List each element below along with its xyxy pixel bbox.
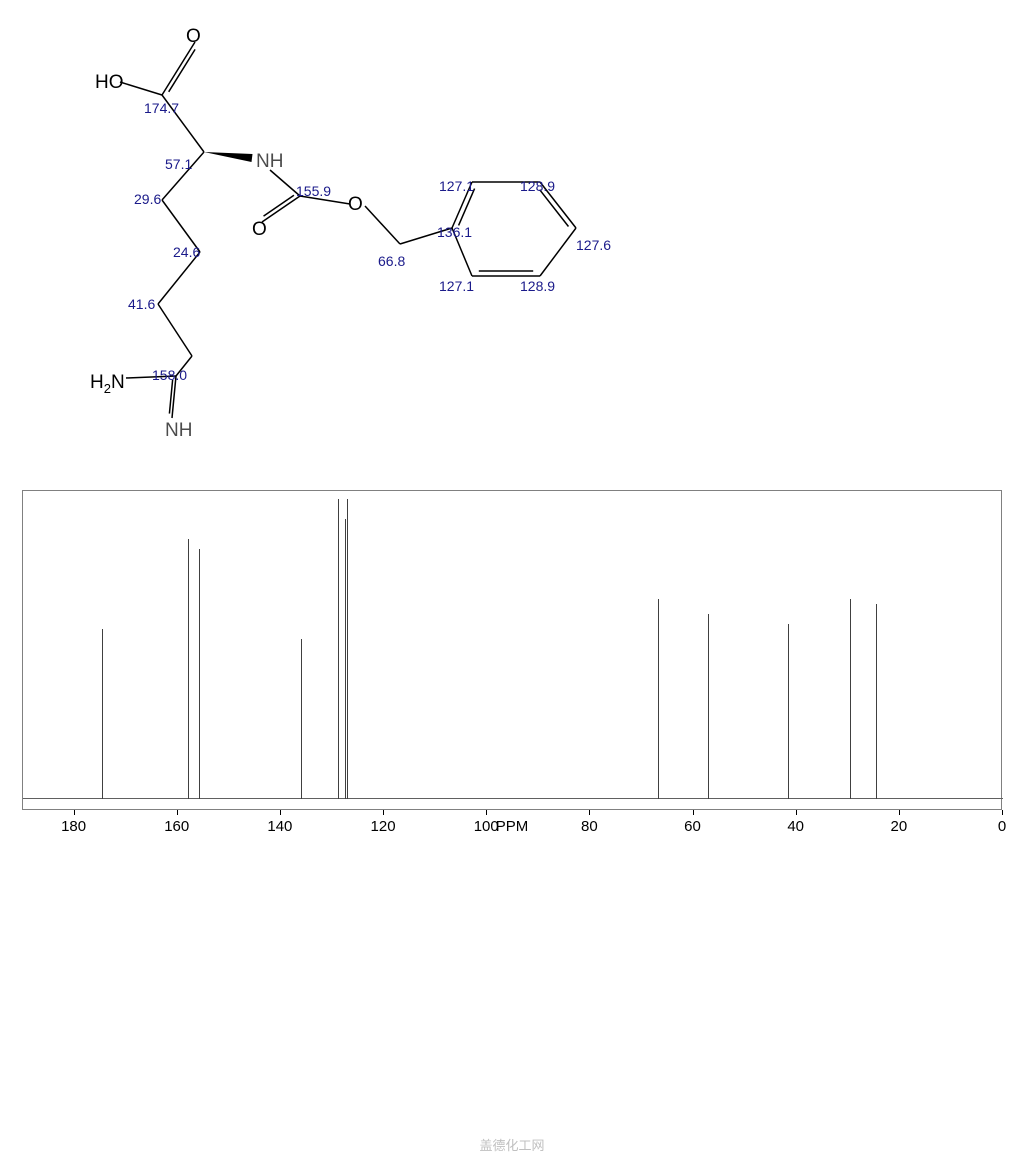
chemical-shift-label: 136.1	[437, 224, 472, 240]
nmr-spectrum: 180160140120100806040200 盖德化工网 PPM	[22, 490, 1002, 850]
x-tick-label: 80	[581, 818, 598, 835]
x-tick	[74, 810, 75, 815]
chemical-shift-label: 158.0	[152, 367, 187, 383]
x-tick	[796, 810, 797, 815]
nmr-peak	[850, 599, 851, 799]
nmr-peak	[301, 639, 302, 799]
nmr-peak	[338, 499, 339, 799]
nmr-peak	[345, 519, 346, 799]
x-axis-label: PPM	[496, 818, 529, 835]
chemical-shift-label: 41.6	[128, 296, 155, 312]
spectrum-baseline	[23, 798, 1003, 799]
x-tick-label: 160	[164, 818, 189, 835]
x-tick-label: 140	[267, 818, 292, 835]
chemical-shift-label: 127.6	[576, 237, 611, 253]
watermark-text: 盖德化工网	[479, 1135, 544, 1154]
x-tick	[693, 810, 694, 815]
atom-label: NH	[165, 420, 192, 442]
chemical-shift-label: 128.9	[520, 278, 555, 294]
atom-label: HO	[95, 72, 124, 94]
x-tick-label: 40	[787, 818, 804, 835]
chemical-shift-label: 57.1	[165, 156, 192, 172]
x-tick	[383, 810, 384, 815]
x-tick	[899, 810, 900, 815]
spectrum-plot-box	[22, 490, 1002, 810]
nmr-peak	[658, 599, 659, 799]
chemical-shift-label: 174.7	[144, 100, 179, 116]
x-tick	[589, 810, 590, 815]
x-tick-label: 120	[371, 818, 396, 835]
nmr-peak	[199, 549, 200, 799]
x-tick	[486, 810, 487, 815]
chemical-shift-label: 128.9	[520, 178, 555, 194]
chemical-shift-label: 24.6	[173, 244, 200, 260]
atom-label: NH	[256, 151, 283, 173]
x-tick-label: 60	[684, 818, 701, 835]
x-tick-label: 0	[998, 818, 1006, 835]
chemical-shift-label: 155.9	[296, 183, 331, 199]
x-tick	[280, 810, 281, 815]
nmr-peak	[708, 614, 709, 799]
nmr-peak	[788, 624, 789, 799]
x-axis: 180160140120100806040200 盖德化工网 PPM	[22, 810, 1002, 850]
nmr-peak	[876, 604, 877, 799]
nmr-peak	[102, 629, 103, 799]
nmr-peak	[188, 539, 189, 799]
atom-label: O	[186, 26, 201, 48]
chemical-structure: O HO NH O O H2N NH 174.7 57.1 29.6 24.6 41.6 158.0 1…	[0, 0, 1024, 450]
atom-label: O	[252, 219, 267, 241]
x-tick	[177, 810, 178, 815]
nmr-peak	[347, 499, 348, 799]
chemical-shift-label: 127.1	[439, 278, 474, 294]
x-tick	[1002, 810, 1003, 815]
chemical-shift-label: 66.8	[378, 253, 405, 269]
atom-label: H2N	[90, 372, 125, 396]
atom-label: O	[348, 194, 363, 216]
chemical-shift-label: 29.6	[134, 191, 161, 207]
x-tick-label: 20	[890, 818, 907, 835]
chemical-shift-label: 127.1	[439, 178, 474, 194]
x-tick-label: 180	[61, 818, 86, 835]
